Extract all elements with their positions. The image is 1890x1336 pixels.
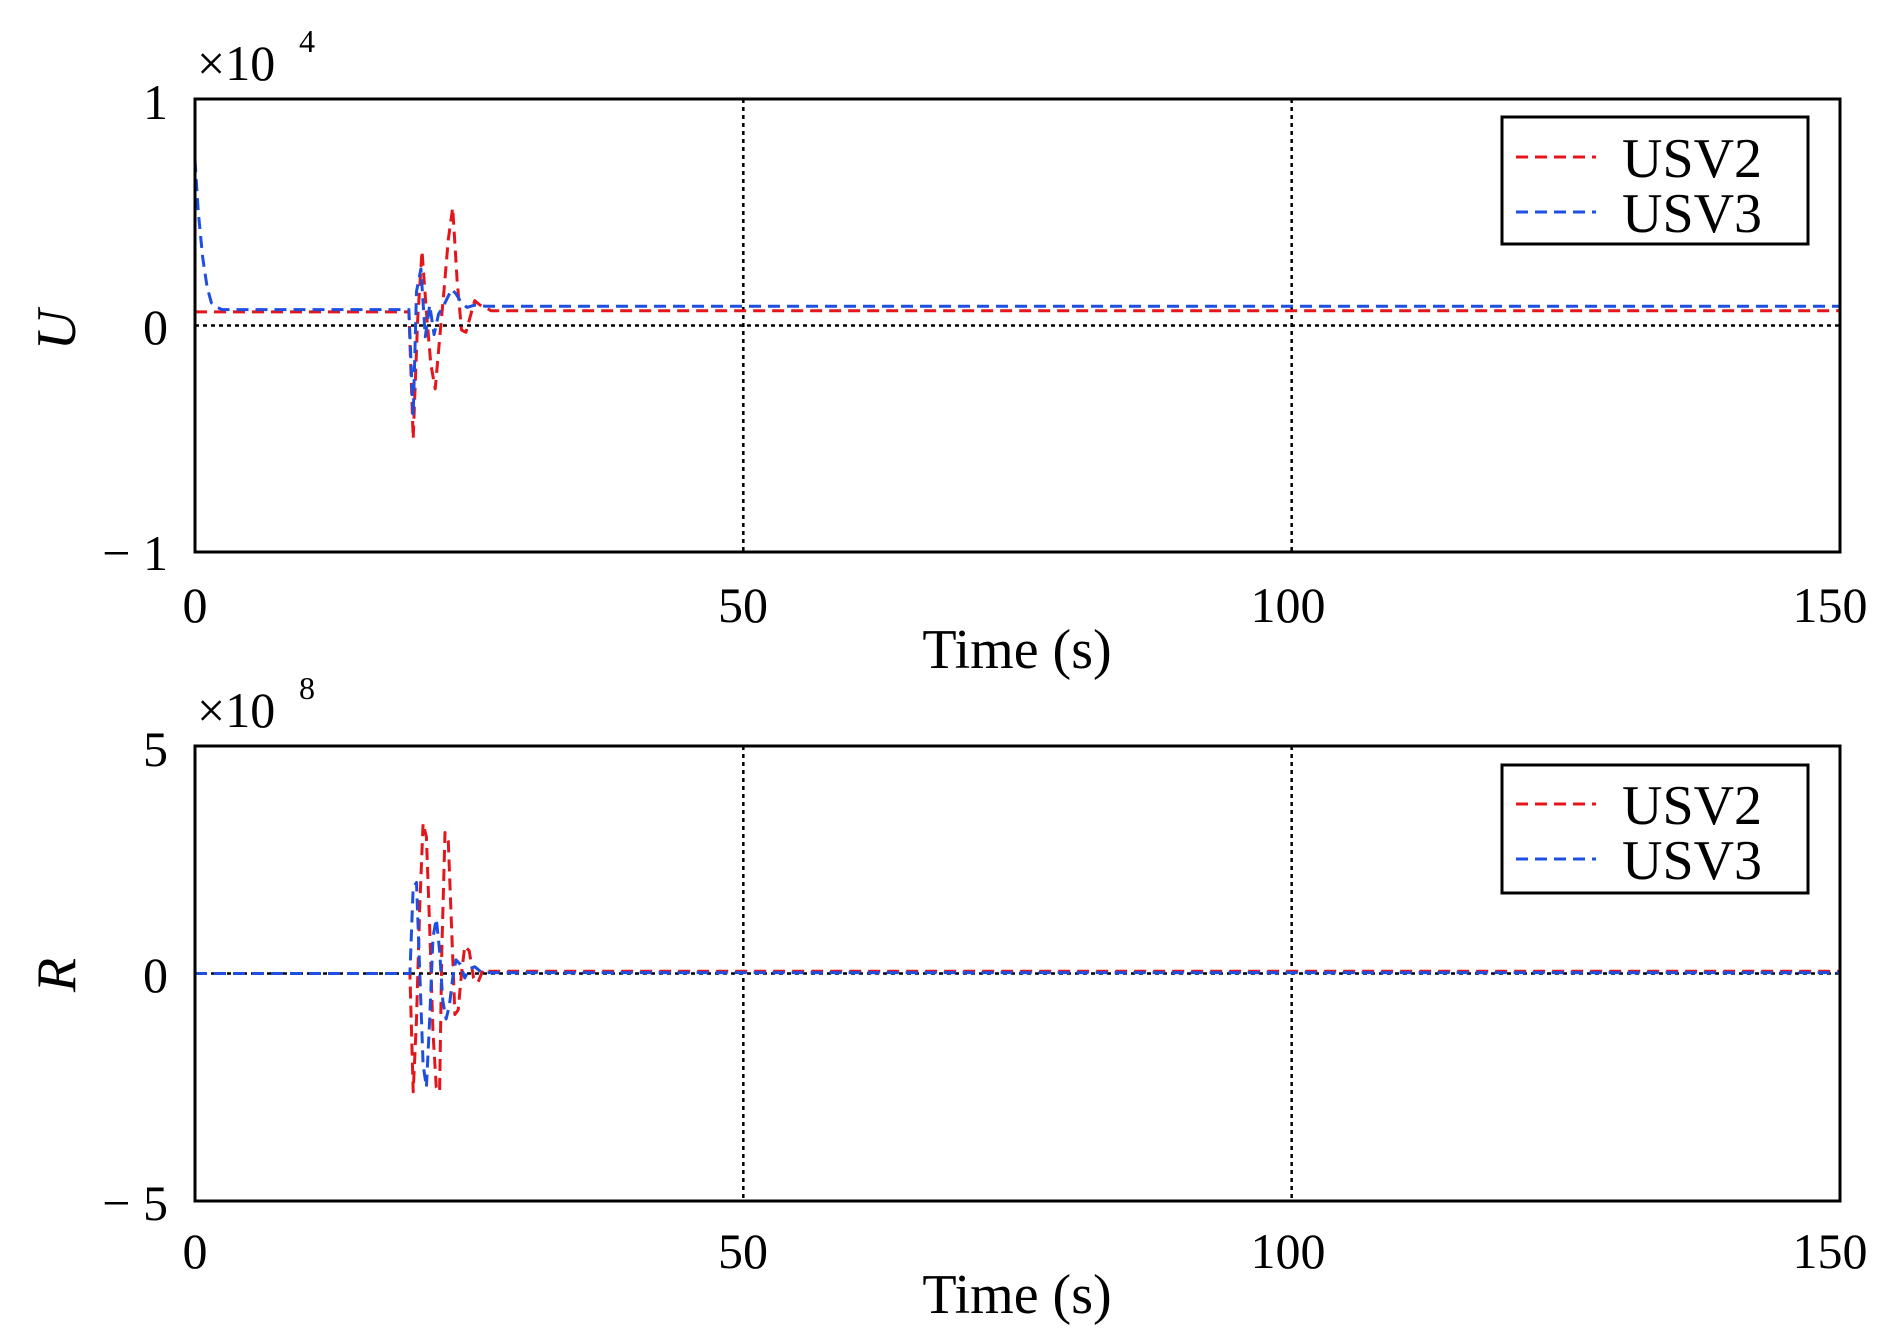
- r-x-axis-title: Time (s): [922, 1264, 1111, 1326]
- u-x-axis-title: Time (s): [922, 619, 1111, 681]
- r-y-tick-label: 5: [143, 721, 168, 777]
- u-series-layer: [193, 160, 1840, 441]
- u-scale-exponent: 4: [299, 23, 315, 59]
- r-x-tick-label: 150: [1793, 1223, 1868, 1279]
- r-legend-label-usv3: USV3: [1622, 830, 1762, 892]
- r-legend: USV2 USV3: [1500, 763, 1810, 895]
- r-axes-box: [193, 744, 1842, 1203]
- r-series-layer: [195, 821, 1840, 1094]
- r-legend-label-usv2: USV2: [1622, 775, 1762, 837]
- r-x-tick-label: 100: [1251, 1223, 1326, 1279]
- u-x-tick-label: 0: [183, 577, 208, 633]
- r-scale-base: ×10: [197, 682, 275, 738]
- r-scale-exponent: 8: [299, 670, 315, 706]
- r-legend-box: [1500, 763, 1810, 895]
- u-y-tick-label: 0: [143, 299, 168, 355]
- u-x-tick-label: 150: [1793, 577, 1868, 633]
- r-y-axis-title: R: [26, 958, 88, 993]
- u-legend-label-usv3: USV3: [1622, 183, 1762, 245]
- u-x-tick-label: 50: [718, 577, 768, 633]
- u-legend-label-usv2: USV2: [1622, 128, 1762, 190]
- r-x-tick-label: 0: [183, 1223, 208, 1279]
- u-legend: USV2 USV3: [1500, 115, 1810, 246]
- u-y-axis-title: U: [26, 306, 88, 350]
- u-series-line-usv3: [193, 160, 1840, 418]
- u-legend-box: [1500, 115, 1810, 246]
- r-series-line-usv2: [195, 821, 1840, 1094]
- r-panel: ×10 8 5 0 − 5 0 50 100 150 Time (s) R US…: [26, 670, 1868, 1326]
- r-x-tick-label: 50: [718, 1223, 768, 1279]
- r-series-line-usv3: [195, 881, 1840, 1089]
- u-x-tick-label: 100: [1251, 577, 1326, 633]
- u-axes-box: [193, 97, 1842, 554]
- u-y-tick-label: 1: [143, 74, 168, 130]
- u-y-tick-label: − 1: [102, 525, 168, 581]
- r-y-tick-label: − 5: [102, 1175, 168, 1231]
- u-scale-base: ×10: [197, 35, 275, 91]
- u-series-line-usv2: [195, 206, 1840, 441]
- r-y-tick-label: 0: [143, 947, 168, 1003]
- u-grid: [195, 99, 1840, 552]
- u-panel: ×10 4 1 0 − 1 0 50 100 150 Time (s) U US…: [26, 23, 1868, 681]
